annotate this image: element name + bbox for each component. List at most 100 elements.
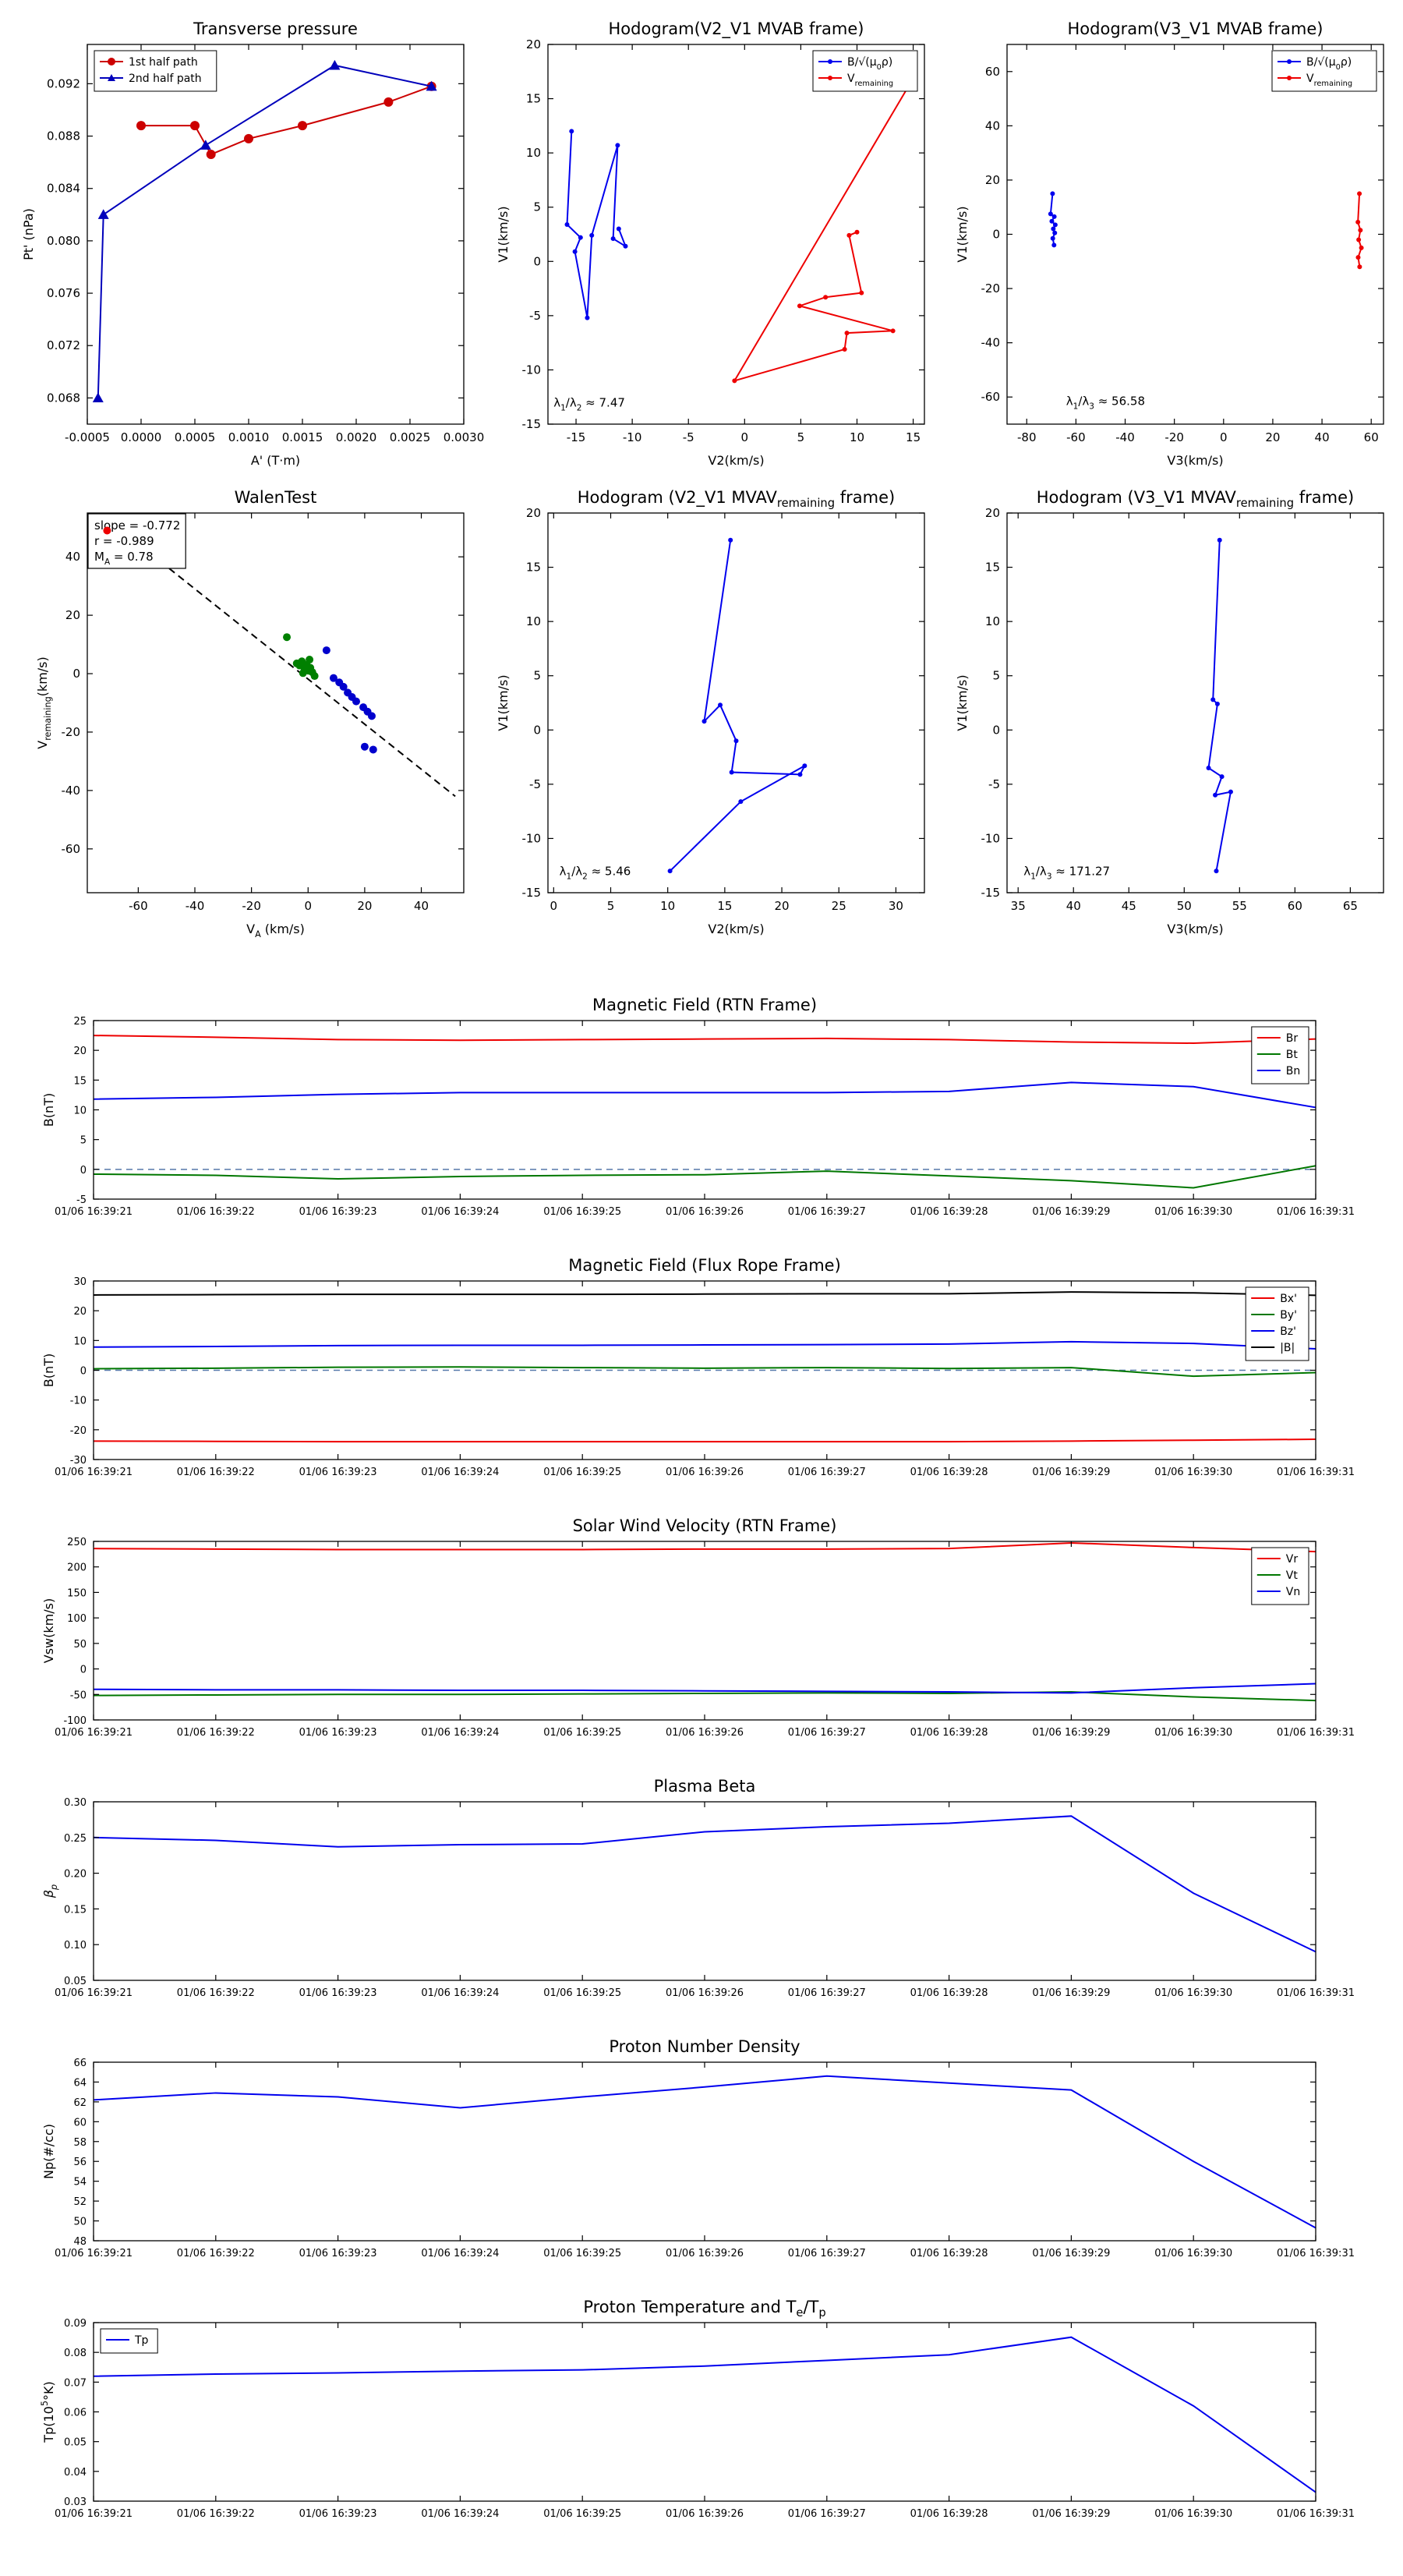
svg-text:01/06 16:39:31: 01/06 16:39:31 bbox=[1277, 1727, 1355, 1739]
chart-title-hodogram-v3v1-mvav: Hodogram (V3_V1 MVAVremaining frame) bbox=[1037, 488, 1354, 510]
svg-text:01/06 16:39:21: 01/06 16:39:21 bbox=[55, 2508, 133, 2520]
svg-text:-20: -20 bbox=[981, 281, 1001, 295]
svg-text:0: 0 bbox=[741, 430, 749, 444]
annotation: λ1/λ3 ≈ 171.27 bbox=[1023, 865, 1110, 882]
svg-text:01/06 16:39:26: 01/06 16:39:26 bbox=[666, 2508, 744, 2520]
svg-text:-100: -100 bbox=[63, 1715, 87, 1727]
svg-text:35: 35 bbox=[1011, 899, 1026, 913]
svg-text:01/06 16:39:30: 01/06 16:39:30 bbox=[1154, 2248, 1232, 2259]
svg-text:-60: -60 bbox=[129, 899, 148, 913]
svg-text:01/06 16:39:24: 01/06 16:39:24 bbox=[421, 2508, 499, 2520]
svg-text:01/06 16:39:27: 01/06 16:39:27 bbox=[788, 2508, 866, 2520]
svg-text:60: 60 bbox=[985, 65, 1000, 79]
svg-text:10: 10 bbox=[73, 1106, 87, 1117]
svg-text:-20: -20 bbox=[70, 1425, 87, 1437]
svg-text:01/06 16:39:22: 01/06 16:39:22 bbox=[177, 1206, 255, 1218]
svg-text:01/06 16:39:21: 01/06 16:39:21 bbox=[55, 1206, 133, 1218]
svg-text:20: 20 bbox=[73, 1306, 87, 1318]
svg-text:-10: -10 bbox=[981, 831, 1001, 845]
svg-text:0.0025: 0.0025 bbox=[390, 430, 431, 444]
svg-text:58: 58 bbox=[73, 2137, 87, 2149]
chart-transverse-pressure: -0.0005 0.0000 0.0005 0.0010 0.0015 0.0020 0.0… bbox=[21, 19, 484, 468]
chart-title-proton-number-density: Proton Number Density bbox=[609, 2037, 800, 2056]
legend-box bbox=[94, 50, 217, 92]
svg-text:0.03: 0.03 bbox=[64, 2496, 87, 2508]
svg-text:01/06 16:39:31: 01/06 16:39:31 bbox=[1277, 2508, 1355, 2520]
legend-label: |B| bbox=[1280, 1342, 1295, 1354]
svg-text:15: 15 bbox=[526, 561, 541, 575]
svg-text:0.08: 0.08 bbox=[64, 2348, 87, 2359]
legend-label: Vremaining bbox=[1306, 73, 1352, 88]
svg-text:V3(km/s): V3(km/s) bbox=[1167, 922, 1223, 936]
svg-text:250: 250 bbox=[67, 1537, 87, 1548]
chart-title-magnetic-field-rtn: Magnetic Field (RTN Frame) bbox=[592, 996, 817, 1014]
svg-text:01/06 16:39:27: 01/06 16:39:27 bbox=[788, 1467, 866, 1478]
legend-label: Bx' bbox=[1280, 1293, 1297, 1305]
svg-text:0.080: 0.080 bbox=[47, 234, 80, 248]
svg-text:65: 65 bbox=[1343, 899, 1358, 913]
chart-proton-number-density: 01/06 16:39:21 01/06 16:39:22 01/06 16:39:… bbox=[41, 2037, 1355, 2259]
svg-text:01/06 16:39:29: 01/06 16:39:29 bbox=[1032, 1206, 1110, 1218]
svg-text:10: 10 bbox=[526, 614, 541, 628]
svg-text:10: 10 bbox=[985, 614, 1000, 628]
svg-text:0: 0 bbox=[80, 1366, 87, 1378]
svg-text:01/06 16:39:24: 01/06 16:39:24 bbox=[421, 2248, 499, 2259]
legend-label: B/√(μ0ρ) bbox=[1306, 56, 1352, 72]
legend-label: 2nd half path bbox=[129, 73, 202, 85]
legend-label: Vremaining bbox=[847, 73, 893, 88]
stats-line: r = -0.989 bbox=[94, 534, 154, 548]
svg-text:V1(km/s): V1(km/s) bbox=[496, 674, 511, 731]
svg-text:0: 0 bbox=[80, 1665, 87, 1676]
svg-text:15: 15 bbox=[717, 899, 732, 913]
svg-text:01/06 16:39:29: 01/06 16:39:29 bbox=[1032, 1467, 1110, 1478]
legend-box bbox=[1251, 1547, 1309, 1605]
svg-text:0.0020: 0.0020 bbox=[336, 430, 377, 444]
svg-text:-20: -20 bbox=[62, 725, 81, 739]
svg-text:01/06 16:39:29: 01/06 16:39:29 bbox=[1032, 1727, 1110, 1739]
svg-text:01/06 16:39:29: 01/06 16:39:29 bbox=[1032, 1987, 1110, 1999]
svg-text:01/06 16:39:26: 01/06 16:39:26 bbox=[666, 2248, 744, 2259]
legend-label: Vt bbox=[1286, 1569, 1299, 1582]
svg-text:01/06 16:39:25: 01/06 16:39:25 bbox=[543, 1727, 621, 1739]
svg-text:-15: -15 bbox=[981, 886, 1001, 900]
svg-text:0.0000: 0.0000 bbox=[121, 430, 162, 444]
svg-text:01/06 16:39:21: 01/06 16:39:21 bbox=[55, 2248, 133, 2259]
svg-text:10: 10 bbox=[660, 899, 675, 913]
chart-proton-temperature: 01/06 16:39:21 01/06 16:39:22 01/06 16:39:… bbox=[40, 2298, 1355, 2520]
svg-text:55: 55 bbox=[1232, 899, 1247, 913]
chart-title-transverse-pressure: Transverse pressure bbox=[193, 19, 358, 38]
svg-text:01/06 16:39:24: 01/06 16:39:24 bbox=[421, 1987, 499, 1999]
svg-text:-10: -10 bbox=[522, 363, 542, 377]
svg-text:Tp(105°K): Tp(105°K) bbox=[40, 2381, 56, 2443]
svg-text:Pt' (nPa): Pt' (nPa) bbox=[21, 208, 36, 260]
chart-title-hodogram-v3v1-mvab: Hodogram(V3_V1 MVAB frame) bbox=[1068, 19, 1323, 39]
svg-text:01/06 16:39:22: 01/06 16:39:22 bbox=[177, 2508, 255, 2520]
annotation: λ1/λ2 ≈ 7.47 bbox=[553, 396, 625, 413]
chart-hodogram-v3v1-mvab: -80 -60 -40 -20 0 20 40 60 -60 -40 -20 0 20 40 60 Hodog… bbox=[955, 19, 1384, 468]
svg-text:50: 50 bbox=[73, 2217, 87, 2228]
legend-label: 1st half path bbox=[129, 56, 198, 69]
legend-label: Br bbox=[1286, 1032, 1299, 1045]
svg-text:-20: -20 bbox=[242, 899, 261, 913]
svg-text:01/06 16:39:24: 01/06 16:39:24 bbox=[421, 1727, 499, 1739]
svg-text:60: 60 bbox=[1364, 430, 1379, 444]
svg-text:0.0015: 0.0015 bbox=[282, 430, 323, 444]
legend-label: Bn bbox=[1286, 1065, 1300, 1077]
svg-text:-5: -5 bbox=[529, 777, 541, 791]
svg-text:-60: -60 bbox=[1066, 430, 1086, 444]
svg-text:-15: -15 bbox=[567, 430, 586, 444]
legend-label: Tp bbox=[134, 2334, 149, 2347]
svg-text:-30: -30 bbox=[70, 1455, 87, 1467]
svg-text:01/06 16:39:31: 01/06 16:39:31 bbox=[1277, 1206, 1355, 1218]
svg-text:01/06 16:39:31: 01/06 16:39:31 bbox=[1277, 2248, 1355, 2259]
svg-text:40: 40 bbox=[1066, 899, 1081, 913]
svg-text:01/06 16:39:28: 01/06 16:39:28 bbox=[910, 2248, 988, 2259]
svg-text:0.04: 0.04 bbox=[64, 2467, 87, 2479]
svg-text:0: 0 bbox=[72, 667, 80, 681]
chart-title-proton-temperature: Proton Temperature and Te/Tp bbox=[583, 2298, 825, 2319]
svg-text:VA (km/s): VA (km/s) bbox=[246, 922, 305, 939]
svg-text:15: 15 bbox=[73, 1075, 87, 1087]
chart-title-magnetic-field-flux-rope: Magnetic Field (Flux Rope Frame) bbox=[568, 1256, 841, 1275]
svg-text:01/06 16:39:29: 01/06 16:39:29 bbox=[1032, 2248, 1110, 2259]
svg-text:0: 0 bbox=[533, 254, 541, 268]
